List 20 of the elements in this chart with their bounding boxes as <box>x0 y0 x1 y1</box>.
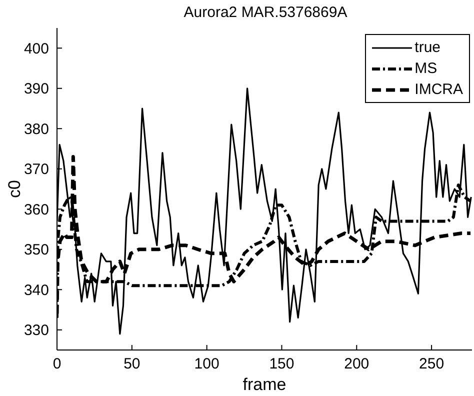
y-tick-label: 370 <box>24 161 49 178</box>
x-tick-label: 0 <box>52 356 62 373</box>
legend-label: IMCRA <box>414 81 463 98</box>
y-axis-title: c0 <box>5 180 24 198</box>
x-tick-label: 150 <box>269 356 294 373</box>
x-tick-label: 200 <box>344 356 370 373</box>
x-axis-title: frame <box>242 375 286 394</box>
x-tick-label: 50 <box>124 356 140 373</box>
y-tick-label: 350 <box>24 242 49 259</box>
y-tick-label: 360 <box>24 201 49 218</box>
y-tick-label: 400 <box>24 40 49 58</box>
x-tick-label: 100 <box>194 356 220 373</box>
y-tick-label: 340 <box>24 282 49 299</box>
y-tick-label: 330 <box>24 322 49 340</box>
legend-label: true <box>414 39 441 56</box>
legend-label: MS <box>414 60 438 77</box>
y-tick-label: 390 <box>24 80 49 98</box>
chart-title: Aurora2 MAR.5376869A <box>182 4 348 21</box>
y-tick-label: 380 <box>24 120 49 138</box>
x-tick-label: 250 <box>419 356 444 373</box>
